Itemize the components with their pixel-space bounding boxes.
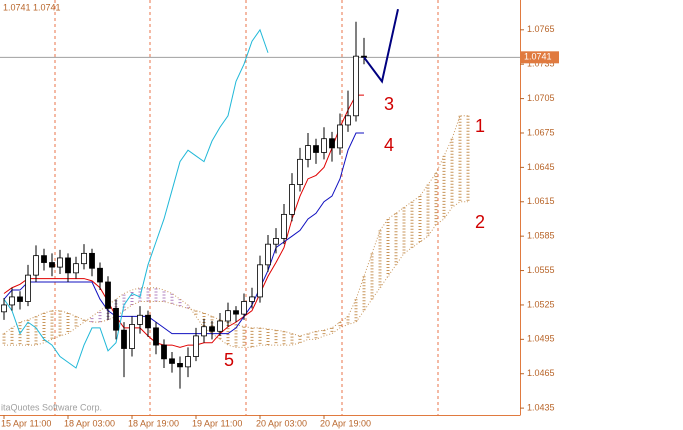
candle-body <box>1 304 7 313</box>
candle-body <box>65 257 71 274</box>
candle-body <box>73 263 79 274</box>
y-tick-label: 1.0615 <box>527 196 555 206</box>
candle-body <box>289 184 295 215</box>
cloud-edge <box>4 201 468 348</box>
candle-body <box>177 363 183 368</box>
candle-body <box>353 55 359 117</box>
candle-body <box>113 307 119 331</box>
candle-body <box>361 55 367 58</box>
candle-body <box>321 138 327 153</box>
x-tick-label: 20 Apr 03:00 <box>256 418 307 428</box>
candle-body <box>217 320 223 332</box>
price-tag-label: 1.0741 <box>524 52 552 62</box>
candle-body <box>97 267 103 283</box>
y-tick-label: 1.0435 <box>527 402 555 412</box>
y-tick-label: 1.0675 <box>527 127 555 137</box>
candle-body <box>297 158 303 185</box>
y-tick-label: 1.0585 <box>527 231 555 241</box>
candle-body <box>337 124 343 149</box>
candle-body <box>249 296 255 302</box>
candle-body <box>305 145 311 160</box>
candle-body <box>169 358 175 364</box>
y-tick-label: 1.0705 <box>527 93 555 103</box>
info-text: 1.0741 1.0741 <box>3 2 61 12</box>
y-tick-label: 1.0765 <box>527 24 555 34</box>
y-tick-label: 1.0465 <box>527 368 555 378</box>
candle-body <box>49 262 55 268</box>
candle-body <box>137 314 143 325</box>
y-tick-label: 1.0495 <box>527 334 555 344</box>
indicator-line <box>3 28 269 369</box>
candle-body <box>257 264 263 298</box>
candle-body <box>273 238 279 245</box>
annotation: 4 <box>384 135 394 155</box>
x-tick-label: 20 Apr 19:00 <box>320 418 371 428</box>
x-tick-label: 19 Apr 11:00 <box>192 418 242 428</box>
candle-body <box>33 255 39 276</box>
candle-body <box>241 301 247 315</box>
y-tick-label: 1.0555 <box>527 265 555 275</box>
candle-body <box>329 138 335 149</box>
candle-body <box>25 274 31 302</box>
candle-body <box>41 255 47 263</box>
candle-body <box>145 314 151 329</box>
price-tag <box>521 51 559 64</box>
x-tick-label: 18 Apr 03:00 <box>64 418 115 428</box>
y-tick-label: 1.0735 <box>527 59 555 69</box>
indicator-line <box>3 94 364 348</box>
candle-body <box>9 296 15 306</box>
candle-body <box>225 310 231 322</box>
candle-body <box>121 329 127 349</box>
x-tick-label: 18 Apr 19:00 <box>128 418 179 428</box>
candle-body <box>105 281 111 309</box>
y-tick-label: 1.0525 <box>527 299 555 309</box>
annotation: 3 <box>384 94 394 114</box>
candle-body <box>161 344 167 360</box>
candle-body <box>193 335 199 357</box>
candle-body <box>201 326 207 337</box>
watermark: itaQuotes Software Corp. <box>1 402 102 412</box>
candle-body <box>185 356 191 368</box>
candle-body <box>153 327 159 346</box>
candle-body <box>233 310 239 315</box>
indicator-line <box>3 132 364 335</box>
candle-body <box>81 252 87 265</box>
candle-body <box>345 115 351 126</box>
annotation: 1 <box>475 116 485 136</box>
y-tick-label: 1.0645 <box>527 162 555 172</box>
candle-body <box>265 243 271 266</box>
x-tick-label: 15 Apr 11:00 <box>1 418 51 428</box>
cloud-edge <box>3 115 468 337</box>
candle-body <box>17 296 23 302</box>
candle-body <box>57 257 63 268</box>
candle-body <box>129 324 135 349</box>
candle-body <box>89 252 95 269</box>
annotation: 5 <box>224 350 234 370</box>
forecast-line <box>363 8 399 84</box>
annotation: 2 <box>475 212 485 232</box>
candle-body <box>281 213 287 239</box>
candle-body <box>313 145 319 153</box>
candle-body <box>209 326 215 332</box>
